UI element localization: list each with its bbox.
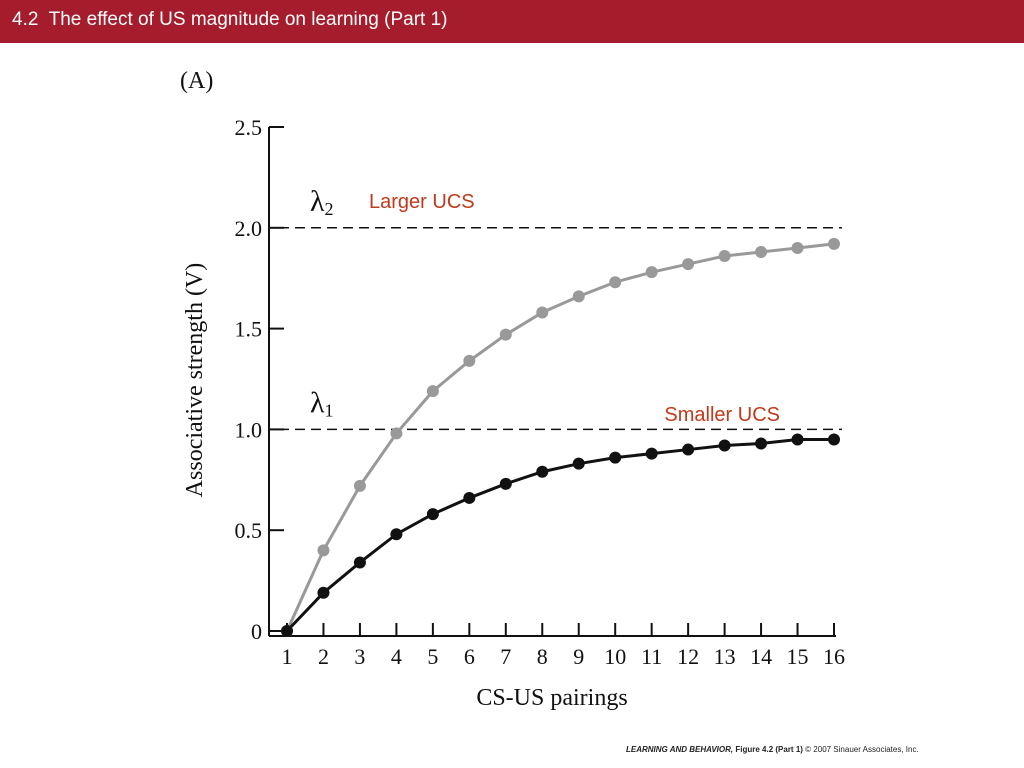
data-point xyxy=(682,443,695,456)
x-tick-label: 9 xyxy=(573,644,584,669)
x-tick-label: 14 xyxy=(750,644,772,669)
x-axis-label: CS-US pairings xyxy=(476,685,627,711)
x-tick-label: 1 xyxy=(282,644,293,669)
data-point xyxy=(390,427,403,440)
y-tick-label: 0 xyxy=(251,619,262,644)
data-point xyxy=(755,437,768,450)
x-tick-label: 16 xyxy=(823,644,845,669)
x-tick-label: 12 xyxy=(677,644,699,669)
data-point xyxy=(499,328,512,341)
asymptote-label: λ2 xyxy=(310,185,334,219)
asymptote-label: λ1 xyxy=(310,386,334,420)
data-point xyxy=(609,451,622,464)
data-point xyxy=(718,250,731,263)
y-tick-label: 1.5 xyxy=(235,317,263,342)
panel-label: (A) xyxy=(180,68,213,94)
y-tick-label: 0.5 xyxy=(235,518,263,543)
data-point xyxy=(426,508,439,521)
x-tick-label: 7 xyxy=(500,644,511,669)
data-point xyxy=(317,586,330,599)
footer-copyright: © 2007 Sinauer Associates, Inc. xyxy=(805,745,919,754)
data-point xyxy=(645,266,658,279)
data-point xyxy=(755,245,768,258)
data-point xyxy=(718,439,731,452)
data-point xyxy=(828,237,840,250)
x-tick-label: 4 xyxy=(391,644,402,669)
y-tick-label: 2.5 xyxy=(235,115,263,140)
data-point xyxy=(463,354,476,367)
x-tick-label: 10 xyxy=(604,644,626,669)
x-tick-label: 6 xyxy=(464,644,475,669)
data-point xyxy=(791,433,804,446)
x-tick-label: 5 xyxy=(427,644,438,669)
data-point xyxy=(317,544,330,557)
footer-book-title: LEARNING AND BEHAVIOR, xyxy=(626,745,734,754)
series-line xyxy=(285,242,835,632)
data-point xyxy=(426,385,439,398)
series-line xyxy=(285,437,834,633)
footer-figure: Figure 4.2 (Part 1) xyxy=(735,745,803,754)
footer-credit: LEARNING AND BEHAVIOR, Figure 4.2 (Part … xyxy=(626,745,919,754)
data-point xyxy=(572,290,585,303)
data-point xyxy=(463,491,476,504)
series-label: Larger UCS xyxy=(369,191,475,213)
x-tick-label: 8 xyxy=(537,644,548,669)
slide-title: 4.2 The effect of US magnitude on learni… xyxy=(12,9,448,30)
data-point xyxy=(572,457,585,470)
y-tick-label: 2.0 xyxy=(235,216,263,241)
y-axis-label: Associative strength (V) xyxy=(182,263,208,498)
data-point xyxy=(353,556,366,569)
header-bar: 4.2 The effect of US magnitude on learni… xyxy=(0,0,1024,43)
data-point xyxy=(609,276,622,289)
data-point xyxy=(682,258,695,271)
data-point xyxy=(353,479,366,492)
data-point xyxy=(536,465,549,478)
data-point xyxy=(828,433,840,446)
data-point xyxy=(499,477,512,490)
data-point xyxy=(281,625,293,637)
x-tick-label: 15 xyxy=(787,644,809,669)
data-point xyxy=(536,306,549,319)
series-label: Smaller UCS xyxy=(664,404,780,426)
y-tick-label: 1.0 xyxy=(235,417,263,442)
x-tick-label: 11 xyxy=(641,644,662,669)
x-tick-label: 3 xyxy=(354,644,365,669)
x-tick-label: 13 xyxy=(714,644,736,669)
data-point xyxy=(791,241,804,254)
x-tick-label: 2 xyxy=(318,644,329,669)
data-point xyxy=(645,447,658,460)
data-point xyxy=(390,528,403,541)
